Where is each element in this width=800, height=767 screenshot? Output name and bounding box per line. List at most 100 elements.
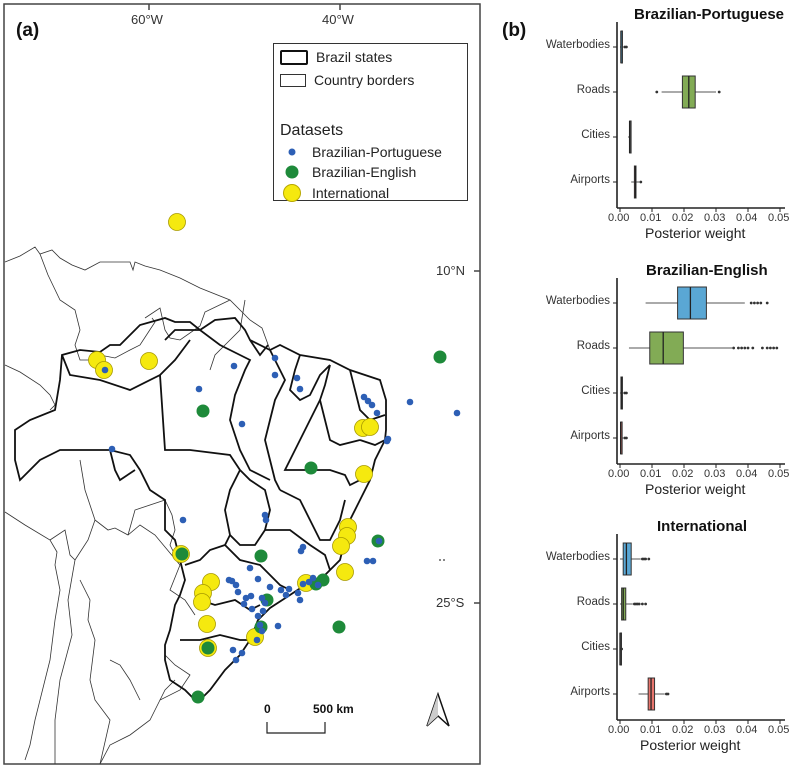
thick-box-icon	[280, 49, 308, 65]
x-tick-label: 0.03	[704, 724, 726, 736]
outlier-point	[759, 301, 763, 305]
brazilian-portuguese-point	[364, 397, 372, 405]
y-tick-label: Roads	[576, 84, 610, 96]
outlier-point	[756, 301, 759, 305]
ocean-mark	[439, 559, 441, 561]
legend-item-country-borders: Country borders	[274, 70, 414, 90]
y-tick-label: Cities	[581, 385, 610, 397]
y-tick-label: Waterbodies	[545, 39, 610, 51]
outlier-point	[775, 346, 779, 350]
outlier-point	[666, 692, 670, 696]
brazilian-portuguese-point	[108, 445, 116, 453]
brazilian-portuguese-point	[271, 354, 279, 362]
brazilian-portuguese-point	[453, 409, 461, 417]
brazilian-english-point	[201, 641, 215, 655]
legend-label: Brazilian-English	[312, 164, 417, 180]
brazilian-portuguese-point	[256, 621, 264, 629]
outlier-point	[732, 346, 735, 350]
brazilian-portuguese-point	[305, 578, 313, 586]
brazilian-portuguese-point	[261, 511, 269, 519]
brazilian-portuguese-point	[363, 557, 371, 565]
x-tick-label: 0.01	[640, 468, 662, 480]
x-tick-label: 0.02	[672, 724, 694, 736]
brazilian-portuguese-point	[254, 575, 262, 583]
brazilian-portuguese-point	[253, 636, 261, 644]
longitude-label-60w: 60°W	[131, 12, 163, 27]
brazilian-portuguese-point	[101, 366, 109, 374]
x-tick-label: 0.04	[736, 212, 758, 224]
international-point	[168, 213, 186, 231]
brazilian-portuguese-point	[229, 646, 237, 654]
outlier-point	[641, 602, 644, 606]
international-point	[193, 593, 211, 611]
legend-item-international: International	[274, 183, 389, 203]
brazilian-portuguese-point	[274, 622, 282, 630]
international-point	[198, 615, 216, 633]
latitude-label-25s: 25°S	[436, 595, 465, 610]
outlier-point	[637, 602, 641, 606]
legend-label: International	[312, 185, 390, 201]
brazilian-portuguese-point	[266, 583, 274, 591]
international-point	[361, 418, 379, 436]
y-tick-label: Airports	[570, 430, 610, 442]
legend-label: Brazil states	[316, 49, 393, 65]
box-roads	[649, 331, 684, 365]
brazilian-portuguese-point	[247, 592, 255, 600]
latitude-label-10n: 10°N	[436, 263, 466, 278]
brazilian-portuguese-point	[294, 589, 302, 597]
brazilian-portuguese-point	[299, 543, 307, 551]
legend-datasets-title: Datasets	[280, 122, 344, 139]
brazilian-portuguese-point	[258, 627, 266, 635]
y-tick-label: Airports	[570, 174, 610, 186]
brazilian-portuguese-point	[293, 374, 301, 382]
y-tick-label: Waterbodies	[545, 551, 610, 563]
x-tick-label: 0.05	[768, 724, 790, 736]
brazilian-portuguese-point	[259, 607, 267, 615]
brazilian-portuguese-point	[368, 401, 376, 409]
boxplot-canvas	[613, 22, 785, 724]
map-legend: Brazil states Country borders Datasets B…	[273, 43, 468, 203]
north-arrow-icon	[426, 691, 450, 727]
brazilian-portuguese-point	[248, 605, 256, 613]
brazilian-portuguese-point	[246, 564, 254, 572]
brazilian-portuguese-point	[285, 585, 293, 593]
brazilian-portuguese-point	[232, 656, 240, 664]
x-tick-label: 0.04	[736, 724, 758, 736]
outlier-point	[769, 346, 772, 350]
yellow-dot-icon	[283, 184, 301, 202]
green-dot-icon	[285, 165, 299, 179]
legend-label: Brazilian-Portuguese	[312, 144, 442, 160]
brazilian-english-point	[433, 350, 447, 364]
x-tick-label: 0.05	[768, 468, 790, 480]
brazilian-portuguese-point	[296, 385, 304, 393]
y-tick-label: Cities	[581, 641, 610, 653]
brazilian-portuguese-point	[242, 594, 250, 602]
brazilian-english-point	[254, 549, 268, 563]
y-tick-label: Roads	[576, 340, 610, 352]
legend-item-brazilian-portuguese: Brazilian-Portuguese	[274, 142, 442, 162]
outlier-point	[647, 557, 651, 561]
chart-title: International	[657, 518, 748, 535]
panel-b-label: (b)	[502, 20, 527, 41]
brazilian-portuguese-point	[258, 594, 266, 602]
map-panel: (a) 60°W 40°W 10°N 25°S Brazil states Co…	[3, 3, 481, 765]
scale-bar	[266, 722, 326, 734]
brazilian-portuguese-point	[195, 385, 203, 393]
outlier-point	[765, 301, 769, 305]
international-point	[140, 352, 158, 370]
brazilian-english-point	[191, 690, 205, 704]
brazilian-portuguese-point	[282, 591, 290, 599]
scale-end-label: 500 km	[313, 702, 354, 716]
outlier-point	[746, 346, 750, 350]
outlier-point	[655, 90, 659, 94]
international-point	[332, 537, 350, 555]
brazilian-portuguese-point	[375, 537, 383, 545]
scale-start-label: 0	[264, 702, 271, 716]
y-tick-label: Airports	[570, 686, 610, 698]
boxplot-panels: (b) Brazilian-Portuguese 0.00 0.01 0.02 0.03…	[500, 0, 800, 767]
brazilian-english-point	[196, 404, 210, 418]
brazilian-portuguese-point	[232, 581, 240, 589]
brazilian-portuguese-point	[309, 574, 317, 582]
international-point	[336, 563, 354, 581]
y-tick-label: Cities	[581, 129, 610, 141]
